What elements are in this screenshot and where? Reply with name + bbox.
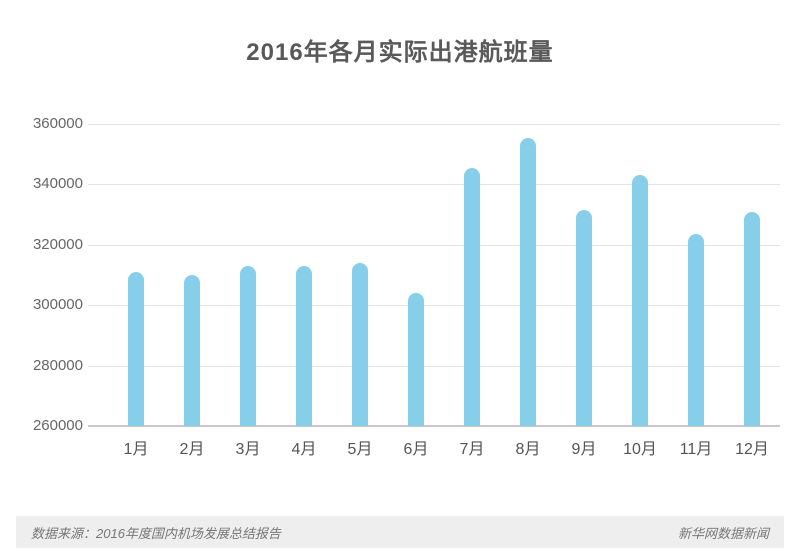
y-tick-label: 280000 — [32, 356, 83, 374]
bar-3月 — [240, 265, 256, 426]
bar-11月 — [688, 234, 704, 426]
bar-6月 — [408, 293, 424, 426]
bar-column — [388, 124, 444, 426]
x-tick-label: 2月 — [179, 441, 205, 458]
x-tick-label: 6月 — [403, 441, 429, 458]
bar-4月 — [296, 265, 312, 426]
x-tick-label: 7月 — [459, 441, 485, 458]
data-source-text: 数据来源：2016年度国内机场发展总结报告 — [31, 525, 281, 541]
bar-column — [612, 124, 668, 426]
bar-column — [500, 124, 556, 426]
x-tick-label: 5月 — [347, 441, 373, 458]
bar-1月 — [128, 272, 144, 426]
x-axis-labels: 1月 2月 3月 4月 5月 6月 7月 8月 9月 10月 11月 12月 — [108, 435, 780, 459]
y-tick-label: 300000 — [32, 296, 83, 314]
bar-column — [556, 124, 612, 426]
bar-5月 — [352, 262, 368, 426]
gridline — [88, 124, 780, 125]
y-tick-label: 340000 — [32, 175, 83, 193]
gridline — [88, 244, 780, 246]
bar-10月 — [632, 175, 648, 426]
footer-bar: 数据来源：2016年度国内机场发展总结报告 新华网数据新闻 — [16, 516, 784, 548]
bar-7月 — [464, 167, 480, 426]
bar-12月 — [744, 211, 760, 426]
y-tick-label: 260000 — [32, 417, 83, 434]
x-tick-label: 10月 — [623, 441, 657, 458]
gridline — [88, 365, 780, 367]
gridline — [88, 305, 780, 307]
x-tick-label: 8月 — [515, 441, 541, 458]
x-tick-label: 4月 — [291, 441, 317, 458]
x-tick-label: 3月 — [235, 441, 261, 458]
x-tick-label: 9月 — [571, 441, 597, 458]
x-tick-label: 11月 — [679, 441, 713, 458]
y-tick-label: 320000 — [32, 235, 83, 253]
bar-column — [276, 124, 332, 426]
credit-text: 新华网数据新闻 — [677, 525, 769, 541]
bar-8月 — [520, 137, 536, 426]
bar-column — [220, 124, 276, 426]
bar-series — [108, 124, 780, 426]
chart-title: 2016年各月实际出港航班量 — [246, 39, 554, 66]
y-tick-label: 360000 — [32, 115, 83, 132]
x-axis-line — [88, 425, 780, 427]
x-tick-label: 12月 — [735, 441, 769, 458]
bar-column — [724, 124, 780, 426]
bar-column — [108, 124, 164, 426]
bar-column — [164, 124, 220, 426]
bar-9月 — [576, 210, 592, 426]
x-tick-label: 1月 — [123, 441, 149, 458]
bar-column — [668, 124, 724, 426]
bar-column — [444, 124, 500, 426]
bar-2月 — [184, 275, 200, 426]
plot-area — [88, 124, 780, 427]
bar-column — [332, 124, 388, 426]
gridline — [88, 184, 780, 186]
